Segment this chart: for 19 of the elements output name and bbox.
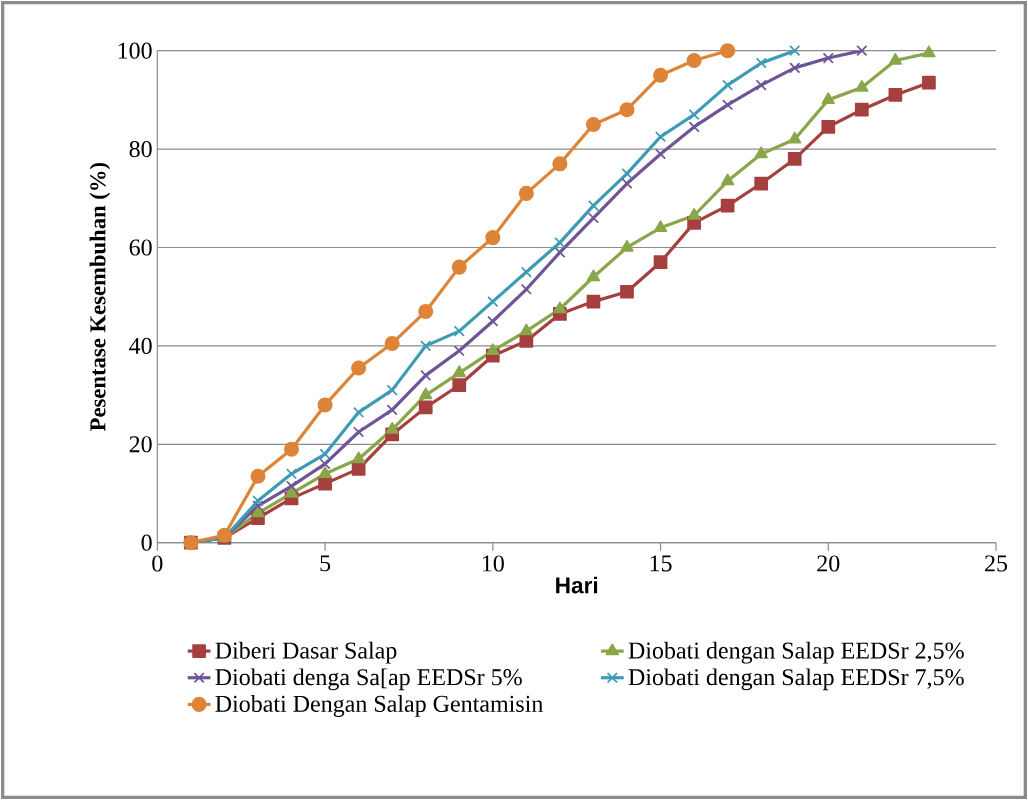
x-tick-label: 10 bbox=[482, 555, 504, 572]
legend-label: Diobati Dengan Salap Gentamisin bbox=[215, 695, 543, 717]
y-tick-label: 60 bbox=[129, 239, 152, 256]
legend-label: Diberi Dasar Salap bbox=[215, 641, 397, 664]
x-tick-label: 0 bbox=[152, 555, 163, 572]
x-tick-label: 5 bbox=[320, 555, 331, 572]
x-tick-label: 20 bbox=[817, 555, 840, 572]
legend-label: Diobati denga Sa[ap EEDSr 5% bbox=[215, 668, 522, 691]
legend-label: Diobati dengan Salap EEDSr 7,5% bbox=[628, 668, 964, 691]
y-tick-label: 0 bbox=[141, 534, 152, 551]
y-tick-label: 100 bbox=[118, 42, 152, 59]
y-tick-label: 40 bbox=[129, 337, 152, 354]
legend-label: Diobati dengan Salap EEDSr 2,5% bbox=[628, 641, 964, 664]
y-tick-label: 20 bbox=[129, 436, 152, 453]
x-tick-label: 15 bbox=[650, 555, 672, 572]
y-axis-title: Pesentase Kesembuhan (%) bbox=[89, 162, 111, 432]
x-tick-label: 25 bbox=[985, 555, 1008, 572]
x-axis-title: Hari bbox=[556, 576, 598, 594]
y-tick-label: 80 bbox=[129, 140, 152, 158]
